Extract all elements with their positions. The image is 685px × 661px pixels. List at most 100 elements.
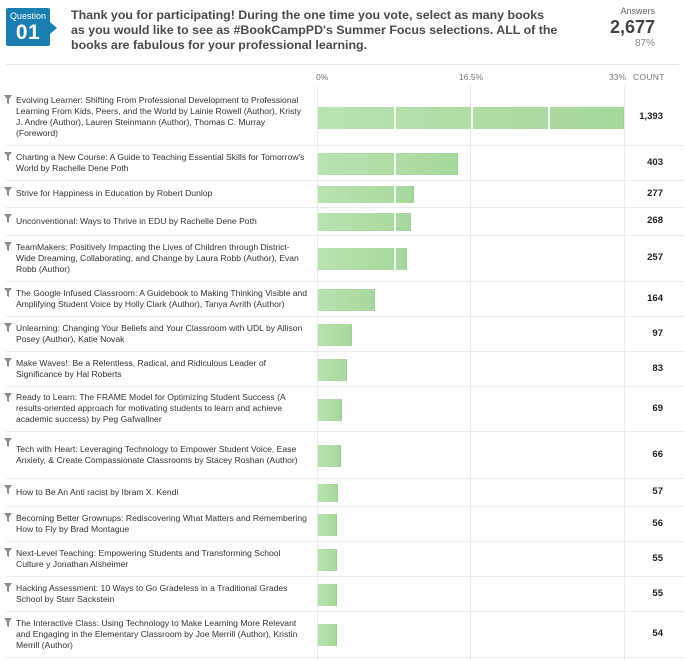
result-count: 97: [652, 327, 663, 339]
gridline-2: [624, 86, 625, 661]
answer-option-text: Becoming Better Grownups: Rediscovering …: [16, 512, 307, 534]
filter-icon[interactable]: [4, 152, 12, 161]
row-separator: [6, 207, 684, 208]
answer-option-label: Make Waves!: Be a Relentless, Radical, a…: [16, 353, 308, 384]
filter-icon[interactable]: [4, 95, 12, 104]
result-bar[interactable]: [318, 213, 411, 231]
filter-icon[interactable]: [4, 214, 12, 223]
row-separator: [6, 145, 684, 146]
answer-option-text: Hacking Assessment: 10 Ways to Go Gradel…: [16, 582, 288, 604]
filter-icon[interactable]: [4, 548, 12, 557]
answer-option-label: Tech with Heart: Leveraging Technology t…: [16, 433, 308, 476]
filter-icon[interactable]: [4, 187, 12, 196]
row-separator: [6, 235, 684, 236]
answer-option-text: Tech with Heart: Leveraging Technology t…: [16, 443, 298, 465]
gridline-1: [470, 86, 471, 661]
row-separator: [6, 541, 684, 542]
bar-segment-divider: [394, 213, 396, 231]
row-separator: [6, 576, 684, 577]
answer-option-text: Evolving Learner: Shifting From Professi…: [16, 94, 301, 138]
answer-option-text: Unconventional: Ways to Thrive in EDU by…: [16, 215, 257, 226]
answer-option-label: Ready to Learn: The FRAME Model for Opti…: [16, 388, 308, 429]
filter-icon[interactable]: [4, 288, 12, 297]
result-count: 69: [652, 402, 663, 414]
result-bar[interactable]: [318, 248, 408, 270]
answer-option-label: The Google Infused Classroom: A Guideboo…: [16, 283, 308, 314]
answer-option-text: Make Waves!: Be a Relentless, Radical, a…: [16, 357, 266, 379]
row-separator: [6, 351, 684, 352]
result-count: 83: [652, 362, 663, 374]
question-label: Question: [9, 11, 47, 21]
result-bar[interactable]: [318, 444, 341, 467]
answer-option-text: Strive for Happiness in Education by Rob…: [16, 188, 213, 198]
answer-option-label: Strive for Happiness in Education by Rob…: [16, 182, 308, 205]
result-bar[interactable]: [318, 323, 352, 346]
result-bar[interactable]: [318, 513, 338, 536]
answer-option-label: How to Be An Anti racist by Ibram X. Ken…: [16, 480, 308, 504]
filter-icon[interactable]: [4, 393, 12, 402]
question-text: Thank you for participating! During the …: [71, 8, 558, 52]
result-bar[interactable]: [318, 548, 338, 571]
answer-option-text: Ready to Learn: The FRAME Model for Opti…: [16, 392, 286, 424]
answer-option-text: TeamMakers: Positively Impacting the Liv…: [16, 241, 299, 274]
result-count: 164: [647, 292, 663, 304]
answer-option-text: The Google Infused Classroom: A Guideboo…: [16, 287, 308, 309]
result-bar[interactable]: [318, 624, 337, 646]
count-column-header: COUNT: [633, 72, 665, 82]
row-separator: [6, 478, 684, 479]
answer-option-text: The Interactive Class: Using Technology …: [16, 617, 298, 650]
answer-option-label: Hacking Assessment: 10 Ways to Go Gradel…: [16, 578, 308, 609]
result-bar[interactable]: [318, 288, 375, 311]
x-tick-1: 16.5%: [459, 72, 484, 82]
bar-segment-divider: [394, 186, 396, 203]
answer-option-label: Unconventional: Ways to Thrive in EDU by…: [16, 209, 308, 233]
answer-option-text: Unlearning: Changing Your Beliefs and Yo…: [16, 322, 303, 344]
row-separator: [6, 386, 684, 387]
question-badge: Question 01: [6, 8, 57, 46]
row-separator: [6, 611, 684, 612]
result-bar[interactable]: [318, 152, 458, 175]
filter-icon[interactable]: [4, 485, 12, 494]
result-count: 268: [647, 215, 663, 226]
filter-icon[interactable]: [4, 358, 12, 367]
answer-option-label: Charting a New Course: A Guide to Teachi…: [16, 147, 308, 178]
result-count: 257: [647, 252, 663, 263]
x-tick-0: 0%: [316, 72, 329, 82]
filter-icon[interactable]: [4, 242, 12, 251]
row-separator: [6, 180, 684, 181]
row-separator: [6, 506, 684, 507]
x-tick-2: 33%: [609, 72, 627, 82]
answer-option-text: Charting a New Course: A Guide to Teachi…: [16, 151, 305, 173]
answer-option-label: Evolving Learner: Shifting From Professi…: [16, 90, 308, 143]
answers-count: 2,677: [609, 17, 655, 37]
result-count: 1,393: [639, 110, 663, 122]
answer-option-label: The Interactive Class: Using Technology …: [16, 613, 308, 655]
result-bar[interactable]: [318, 358, 347, 381]
filter-icon[interactable]: [4, 583, 12, 592]
result-bar[interactable]: [318, 106, 624, 129]
filter-icon[interactable]: [4, 513, 12, 522]
result-bar[interactable]: [318, 186, 414, 203]
row-separator: [6, 281, 684, 282]
result-bar[interactable]: [318, 484, 338, 502]
row-separator: [6, 316, 684, 317]
answers-percent: 87%: [634, 38, 655, 49]
result-bar[interactable]: [318, 398, 342, 421]
bar-segment-divider: [394, 152, 396, 175]
row-separator: [6, 431, 684, 432]
answer-option-label: Becoming Better Grownups: Rediscovering …: [16, 508, 308, 539]
answer-option-text: Next-Level Teaching: Empowering Students…: [16, 547, 281, 569]
filter-icon[interactable]: [4, 438, 12, 447]
result-count: 54: [652, 628, 663, 639]
result-count: 55: [652, 587, 663, 599]
result-count: 57: [652, 486, 663, 497]
bar-segment-divider: [394, 248, 396, 270]
result-bar[interactable]: [318, 583, 338, 606]
result-count: 66: [652, 448, 663, 460]
filter-icon[interactable]: [4, 618, 12, 627]
filter-icon[interactable]: [4, 323, 12, 332]
answer-option-label: Unlearning: Changing Your Beliefs and Yo…: [16, 318, 308, 349]
answer-option-text: How to Be An Anti racist by Ibram X. Ken…: [16, 486, 179, 497]
answer-option-label: Next-Level Teaching: Empowering Students…: [16, 543, 308, 574]
result-count: 277: [647, 187, 663, 199]
